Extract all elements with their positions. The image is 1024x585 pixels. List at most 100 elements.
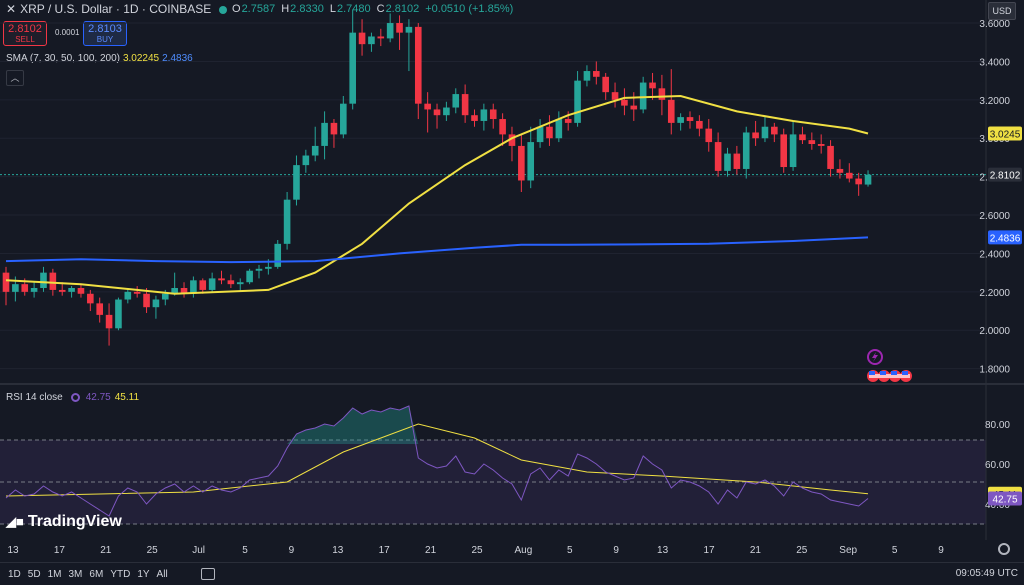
- range-button-5d[interactable]: 5D: [27, 569, 41, 580]
- time-tick-label: 17: [54, 545, 66, 556]
- range-button-1y[interactable]: 1Y: [137, 569, 150, 580]
- candle-body: [77, 288, 85, 294]
- candle-body: [836, 168, 844, 173]
- rsi-legend[interactable]: RSI 14 close 42.75 45.11: [6, 392, 139, 403]
- time-tick-label: 9: [938, 545, 944, 556]
- candle-body: [161, 293, 169, 300]
- event-flash-icon[interactable]: [867, 349, 883, 365]
- price-axis-label: [988, 126, 1022, 141]
- sma-short-line: [5, 94, 869, 295]
- candle-body: [152, 299, 160, 308]
- range-button-6m[interactable]: 6M: [89, 569, 104, 580]
- symbol-header[interactable]: ✕ XRP / U.S. Dollar · 1D · COINBASE: [6, 2, 233, 16]
- price-axis-label-text: 3.0245: [990, 130, 1021, 141]
- candle-body: [293, 165, 300, 200]
- time-tick-label: 21: [425, 545, 437, 556]
- candle-body: [527, 142, 535, 181]
- event-markers[interactable]: [864, 348, 916, 391]
- candle-body: [564, 119, 572, 123]
- tradingview-logo-icon: ◢■: [6, 514, 24, 529]
- tradingview-brand[interactable]: ◢■ TradingView: [6, 513, 122, 531]
- candle-body: [377, 36, 385, 39]
- gear-icon[interactable]: [998, 543, 1010, 555]
- candle-body: [771, 126, 778, 135]
- candle-body: [480, 109, 488, 121]
- candle-body: [246, 270, 253, 283]
- calendar-icon[interactable]: [201, 568, 216, 581]
- bottom-toolbar: 1D 5D 1M 3M 6M YTD 1Y All: [0, 562, 1024, 585]
- candle-body: [190, 280, 197, 294]
- close-label: C: [376, 3, 385, 15]
- time-tick-label: 13: [332, 545, 344, 556]
- candle-body: [396, 23, 403, 33]
- low-label: L: [329, 3, 336, 15]
- price-chart[interactable]: 3.60003.40003.20003.00002.80002.60002.40…: [0, 0, 1024, 562]
- currency-button[interactable]: USD: [988, 2, 1016, 20]
- candle-body: [724, 153, 731, 171]
- rsi-axis-label-text: 42.75: [992, 495, 1017, 506]
- candle-body: [96, 303, 103, 315]
- candle-body: [87, 293, 94, 304]
- us-flag-icons[interactable]: [867, 370, 912, 382]
- buy-button[interactable]: 2.8103 BUY: [83, 21, 127, 46]
- candle-body: [30, 288, 38, 292]
- range-button-1d[interactable]: 1D: [8, 569, 21, 580]
- candle-body: [489, 109, 497, 120]
- candle-body: [855, 178, 862, 185]
- price-tick-label: 2.2000: [979, 288, 1010, 299]
- symbol-title[interactable]: XRP / U.S. Dollar · 1D · COINBASE: [20, 2, 212, 16]
- chevron-up-icon[interactable]: ︿: [6, 70, 24, 86]
- candle-body: [752, 132, 759, 139]
- candle-body: [658, 88, 666, 100]
- time-tick-label: 17: [703, 545, 715, 556]
- range-button-1m[interactable]: 1M: [47, 569, 62, 580]
- buy-price: 2.8103: [88, 23, 122, 35]
- open-value: 2.7587: [241, 3, 276, 15]
- range-selector: 1D 5D 1M 3M 6M YTD 1Y All: [8, 569, 175, 580]
- candle-body: [321, 122, 328, 146]
- candle-body: [714, 142, 722, 171]
- candle-body: [846, 172, 853, 179]
- time-tick-label: 9: [613, 545, 619, 556]
- time-tick-label: Jul: [192, 545, 205, 556]
- candle-body: [686, 117, 694, 121]
- range-button-all[interactable]: All: [156, 569, 168, 580]
- candle-body: [236, 282, 244, 285]
- candle-body: [311, 145, 319, 156]
- candle-body: [780, 134, 788, 168]
- range-button-3m[interactable]: 3M: [68, 569, 83, 580]
- candle-body: [180, 288, 188, 294]
- sell-button[interactable]: 2.8102 SELL: [3, 21, 47, 46]
- brand-name: TradingView: [27, 513, 122, 530]
- spread-value: 0.0001: [55, 28, 80, 37]
- time-tick-label: 21: [750, 545, 762, 556]
- candle-body: [368, 36, 375, 45]
- candle-body: [508, 134, 516, 146]
- candle-body: [349, 32, 356, 104]
- candle-body: [799, 134, 806, 141]
- price-axis-label: [988, 167, 1022, 182]
- sma-legend[interactable]: SMA (7, 30, 50, 100, 200) 3.02245 2.4836: [6, 53, 193, 64]
- candle-body: [330, 122, 338, 135]
- candle-body: [518, 145, 525, 181]
- candle-body: [667, 99, 675, 123]
- price-tick-label: 1.8000: [979, 365, 1010, 376]
- market-status-icon: [219, 5, 228, 14]
- sma-value-long: 2.4836: [162, 53, 193, 64]
- candle-body: [611, 92, 619, 100]
- range-button-ytd[interactable]: YTD: [110, 569, 131, 580]
- candle-body: [115, 299, 122, 329]
- time-tick-label: 9: [289, 545, 295, 556]
- rsi-settings-icon[interactable]: [70, 393, 80, 402]
- sma-long-line: [5, 236, 869, 264]
- candle-body: [602, 76, 609, 93]
- candle-body: [461, 94, 469, 116]
- low-value: 2.7480: [336, 3, 371, 15]
- close-icon[interactable]: ✕: [6, 2, 17, 16]
- rsi-line: [5, 405, 869, 517]
- sell-price: 2.8102: [8, 23, 42, 35]
- candle-body: [761, 126, 769, 139]
- candle-body: [433, 109, 441, 116]
- clock[interactable]: 09:05:49 UTC: [955, 568, 1018, 579]
- rsi-tick-label: 60.00: [985, 460, 1010, 471]
